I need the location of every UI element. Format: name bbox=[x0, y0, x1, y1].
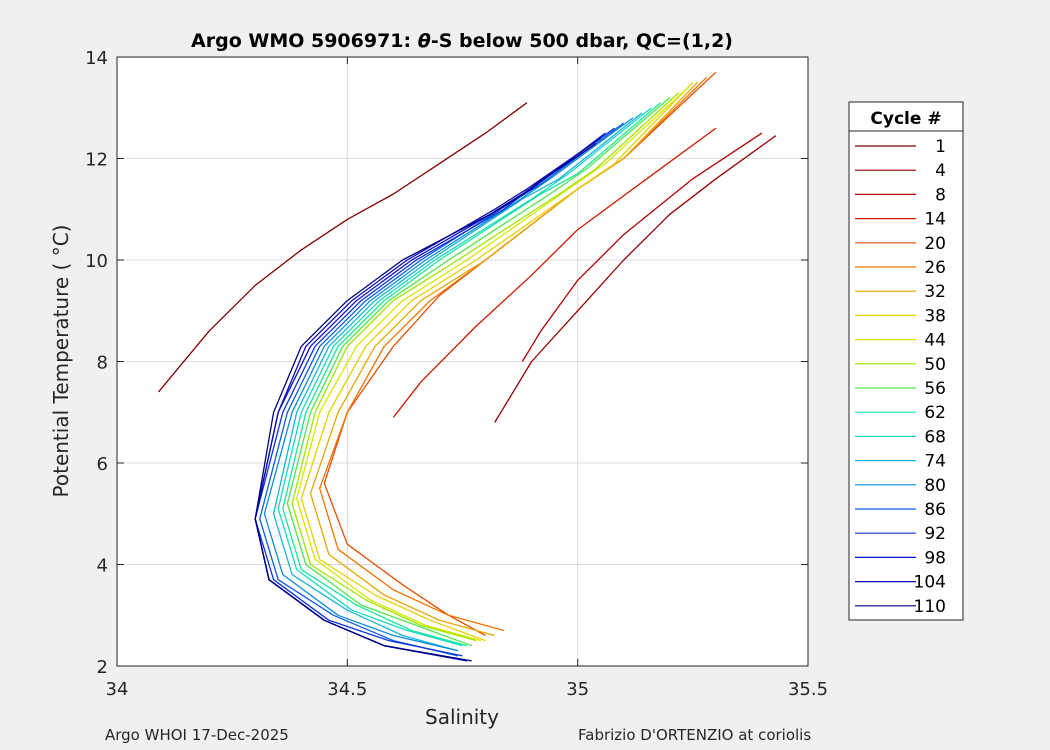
series-line-cycle-8 bbox=[521, 132, 763, 362]
x-axis-label: Salinity bbox=[425, 705, 499, 729]
y-tick-label: 14 bbox=[85, 48, 108, 69]
legend-label-cycle-26: 26 bbox=[924, 258, 946, 278]
series-line-cycle-92 bbox=[254, 127, 615, 657]
x-tick-label: 34.5 bbox=[327, 679, 367, 700]
y-tick-label: 12 bbox=[85, 150, 108, 171]
series-line-cycle-4 bbox=[494, 135, 777, 423]
legend: Cycle # 14814202632384450566268748086929… bbox=[848, 101, 964, 621]
series-line-cycle-56 bbox=[286, 97, 671, 647]
legend-title: Cycle # bbox=[870, 109, 941, 129]
series-line-cycle-50 bbox=[291, 92, 680, 642]
x-tick-label: 35 bbox=[566, 679, 589, 700]
y-tick-label: 10 bbox=[85, 251, 108, 272]
series-line-cycle-38 bbox=[300, 81, 694, 642]
y-tick-label: 2 bbox=[97, 657, 108, 678]
legend-label-cycle-44: 44 bbox=[924, 331, 946, 351]
series-line-cycle-14 bbox=[392, 127, 717, 418]
y-axis-label: Potential Temperature ( °C) bbox=[49, 225, 73, 498]
series-line-cycle-68 bbox=[277, 107, 652, 647]
legend-label-cycle-38: 38 bbox=[924, 306, 946, 326]
legend-label-cycle-74: 74 bbox=[924, 452, 946, 472]
legend-label-cycle-98: 98 bbox=[924, 548, 946, 568]
legend-label-cycle-110: 110 bbox=[914, 597, 946, 617]
legend-label-cycle-1: 1 bbox=[935, 137, 946, 157]
y-tick-label: 4 bbox=[97, 556, 108, 577]
legend-label-cycle-62: 62 bbox=[924, 403, 946, 423]
series-line-cycle-44 bbox=[296, 86, 689, 642]
series-line-cycle-110 bbox=[254, 142, 597, 662]
series-line-cycle-1 bbox=[158, 102, 528, 393]
legend-label-cycle-20: 20 bbox=[924, 234, 946, 254]
series-line-cycle-74 bbox=[272, 112, 643, 652]
x-tick-label: 35.5 bbox=[788, 679, 828, 700]
series-line-cycle-80 bbox=[263, 117, 634, 652]
series-line-cycle-62 bbox=[282, 102, 662, 647]
legend-label-cycle-4: 4 bbox=[935, 161, 946, 181]
axis-ticks: 34 34.5 35 35.5 2 4 6 8 10 12 14 bbox=[85, 48, 828, 700]
legend-label-cycle-104: 104 bbox=[914, 573, 946, 593]
x-tick-label: 34 bbox=[106, 679, 129, 700]
legend-label-cycle-86: 86 bbox=[924, 500, 946, 520]
legend-label-cycle-92: 92 bbox=[924, 524, 946, 544]
series-lines bbox=[158, 71, 777, 662]
y-tick-label: 6 bbox=[97, 454, 108, 475]
footer-author: Fabrizio D'ORTENZIO at coriolis bbox=[578, 726, 812, 744]
legend-label-cycle-50: 50 bbox=[924, 355, 946, 375]
footer-source-date: Argo WHOI 17-Dec-2025 bbox=[105, 726, 289, 744]
y-tick-label: 8 bbox=[97, 353, 108, 374]
legend-label-cycle-80: 80 bbox=[924, 476, 946, 496]
legend-label-cycle-56: 56 bbox=[924, 379, 946, 399]
legend-label-cycle-14: 14 bbox=[924, 210, 946, 230]
legend-label-cycle-32: 32 bbox=[924, 282, 946, 302]
legend-label-cycle-8: 8 bbox=[935, 185, 946, 205]
chart-title: Argo WMO 5906971: θ-S below 500 dbar, QC… bbox=[191, 30, 733, 52]
legend-label-cycle-68: 68 bbox=[924, 427, 946, 447]
